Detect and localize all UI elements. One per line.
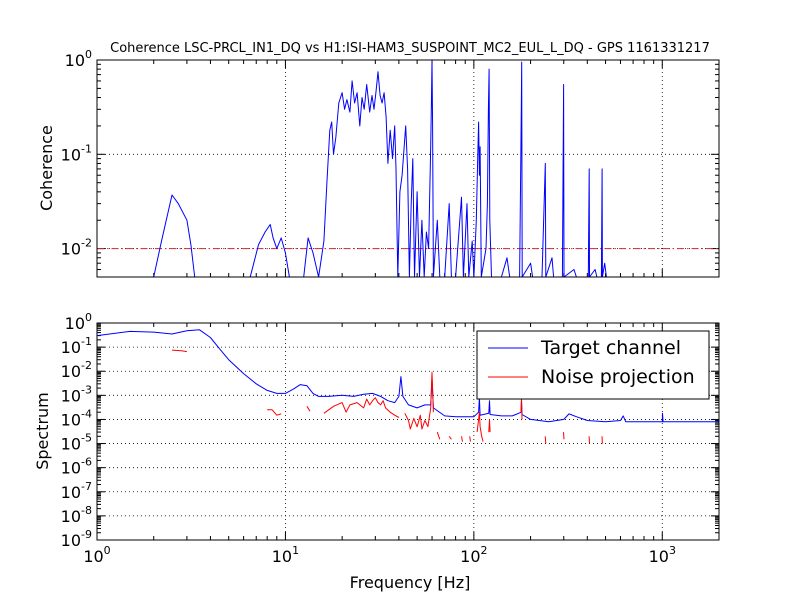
y-tick-label: 100	[65, 311, 92, 333]
x-tick-label: 103	[649, 544, 676, 566]
y-tick-label: 10-6	[61, 456, 92, 478]
noise-projection-line	[404, 371, 434, 430]
y-tick-label: 10-1	[61, 335, 92, 357]
x-tick-label: 102	[460, 544, 487, 566]
noise-projection-line	[267, 409, 282, 416]
noise-projection-line	[306, 406, 311, 412]
noise-projection-line	[461, 436, 463, 442]
y-tick-label: 10-8	[61, 504, 92, 526]
y-tick-label: 100	[65, 48, 92, 70]
y-tick-label: 10-2	[61, 359, 92, 381]
coherence-line	[153, 60, 607, 277]
noise-projection-line	[323, 397, 400, 418]
top-y-axis-label: Coherence	[37, 125, 56, 211]
coherence-plot-frame	[96, 59, 720, 278]
y-tick-label: 10-3	[61, 383, 92, 405]
noise-projection-line	[488, 418, 491, 433]
y-tick-label: 10-1	[61, 142, 92, 164]
coherence-axes: 10-2 10-1 100	[61, 48, 720, 278]
spectrum-legend: Target channel Noise projection	[476, 330, 710, 400]
y-tick-label: 10-2	[61, 237, 92, 259]
noise-projection-line	[448, 436, 452, 440]
y-tick-label: 10-7	[61, 480, 92, 502]
legend-label-target: Target channel	[540, 337, 681, 359]
x-tick-label: 100	[83, 544, 110, 566]
noise-projection-line	[436, 431, 441, 440]
spectrum-plot-frame	[96, 322, 720, 541]
y-tick-label: 10-5	[61, 432, 92, 454]
y-tick-label: 10-4	[61, 407, 92, 429]
noise-projection-line	[476, 411, 484, 442]
noise-projection-line	[469, 436, 471, 442]
noise-projection-line	[563, 432, 565, 440]
x-tick-label: 101	[272, 544, 299, 566]
legend-label-noise: Noise projection	[541, 366, 695, 388]
top-chart-title: Coherence LSC-PRCL_IN1_DQ vs H1:ISI-HAM3…	[110, 41, 710, 56]
x-axis-label: Frequency [Hz]	[350, 573, 471, 592]
y-tick-label: 10-9	[61, 528, 92, 550]
noise-projection-line	[171, 349, 187, 353]
spectrum-axes: 10-910-810-710-610-510-410-310-210-11001…	[61, 311, 720, 566]
noise-projection-line	[544, 436, 547, 444]
legend-box	[476, 330, 710, 400]
bottom-y-axis-label: Spectrum	[33, 392, 52, 470]
